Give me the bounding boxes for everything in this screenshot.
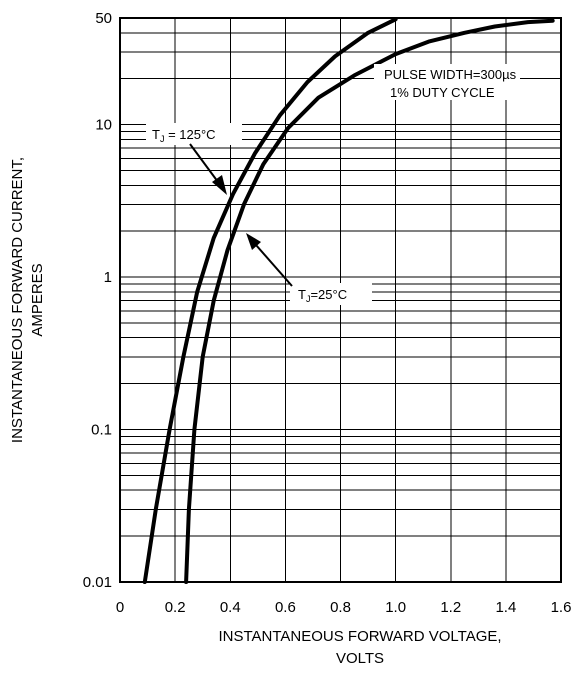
curves [142,17,555,584]
y-axis-label-line1: INSTANTANEOUS FORWARD CURRENT, [9,157,26,443]
pulse-width-label: PULSE WIDTH=300µs [384,67,517,82]
tj125-arrow-head [212,175,227,195]
y-axis-label-line2: AMPERES [29,263,46,336]
tj25-subscript: J [306,294,311,304]
tj25-arrow-head [246,233,261,250]
x-tick-label: 0.8 [330,599,351,616]
tj25-label-bg [290,283,372,305]
y-tick-label: 1 [104,269,112,286]
tj25-label: TJ=25°C [298,287,347,304]
tj25-arrow-line [255,244,293,287]
y-tick-label: 10 [95,117,112,134]
tj25-suffix: =25°C [310,287,347,302]
pulse-label-bg [374,64,520,100]
tj125-label: TJ = 125°C [152,127,216,144]
series-line-1 [142,17,398,584]
series-line-2 [184,18,555,584]
x-tick-label: 1.2 [440,599,461,616]
tj25-prefix: T [298,287,306,302]
y-tick-label: 0.1 [91,422,112,439]
tj125-prefix: T [152,127,160,142]
tj125-arrow-line [189,143,219,183]
tj125-suffix: = 125°C [164,127,215,142]
x-tick-label: 0.2 [165,599,186,616]
plot-frame [119,17,562,583]
tj125-label-bg [146,123,242,145]
x-tick-label: 1.4 [495,599,516,616]
annotations: PULSE WIDTH=300µs 1% DUTY CYCLE TJ = 125… [146,64,520,305]
y-tick-label: 0.01 [83,574,112,591]
axes: INSTANTANEOUS FORWARD VOLTAGE, VOLTS INS… [9,10,571,667]
x-axis-label-line2: VOLTS [336,650,384,667]
x-tick-label: 0.4 [220,599,241,616]
tj125-subscript: J [160,134,165,144]
x-tick-label: 0 [116,599,124,616]
x-tick-label: 1.6 [551,599,572,616]
y-tick-label: 50 [95,10,112,27]
duty-cycle-label: 1% DUTY CYCLE [390,85,495,100]
x-tick-label: 1.0 [385,599,406,616]
x-axis-label-line1: INSTANTANEOUS FORWARD VOLTAGE, [218,628,501,645]
x-tick-label: 0.6 [275,599,296,616]
